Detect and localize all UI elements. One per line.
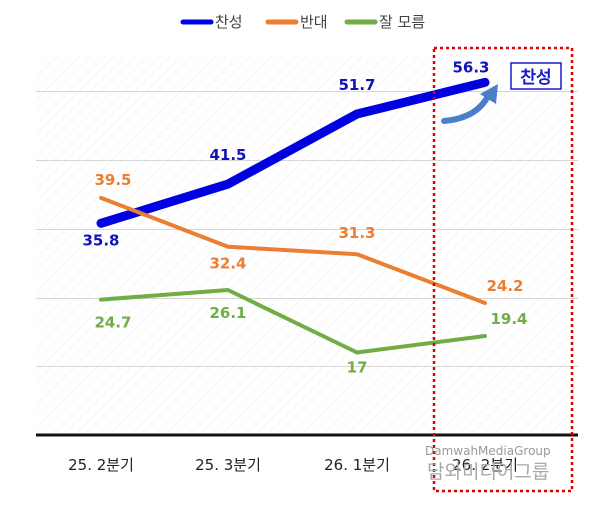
- data-label: 51.7: [338, 76, 375, 94]
- callout-arrow-head: [480, 84, 498, 104]
- x-tick-label: 25. 2분기: [68, 456, 134, 474]
- legend-label: 반대: [300, 13, 328, 31]
- legend: 찬성 반대 잘 모름: [180, 13, 425, 31]
- series-lines: [96, 77, 490, 355]
- watermark-korean: 담와미디어그룹: [427, 461, 549, 483]
- series-line-2: [99, 195, 487, 305]
- data-label: 56.3: [452, 58, 489, 76]
- callout-box: [510, 62, 562, 90]
- data-label: 41.5: [209, 146, 246, 164]
- plot-area: [36, 57, 578, 435]
- data-label: 24.2: [486, 277, 523, 295]
- series-line-3: [99, 288, 487, 355]
- data-labels: 35.8 41.5 51.7 56.3 39.5 32.4 31.3 24.2 24.7 26.1…: [82, 58, 527, 376]
- x-tick-label: 25. 3분기: [195, 456, 261, 474]
- watermark-english: DamwahMediaGroup: [425, 444, 551, 458]
- highlight-box: [432, 46, 574, 493]
- x-tick-label: 26. 1분기: [324, 456, 390, 474]
- legend-label: 찬성: [215, 13, 243, 31]
- data-label: 35.8: [82, 231, 119, 249]
- data-label: 17: [347, 359, 368, 377]
- series-line-1: [96, 77, 490, 228]
- data-label: 39.5: [94, 171, 131, 189]
- x-tick-label: 26. 2분기: [452, 456, 518, 474]
- data-label: 26.1: [209, 304, 246, 322]
- data-label: 24.7: [94, 314, 131, 332]
- callout-label: 찬성: [520, 68, 551, 88]
- x-tick-labels: 25. 2분기 25. 3분기 26. 1분기 26. 2분기: [68, 456, 518, 474]
- data-label: 31.3: [338, 224, 375, 242]
- legend-label: 잘 모름: [379, 13, 425, 31]
- data-label: 19.4: [490, 310, 527, 328]
- data-label: 32.4: [209, 255, 246, 273]
